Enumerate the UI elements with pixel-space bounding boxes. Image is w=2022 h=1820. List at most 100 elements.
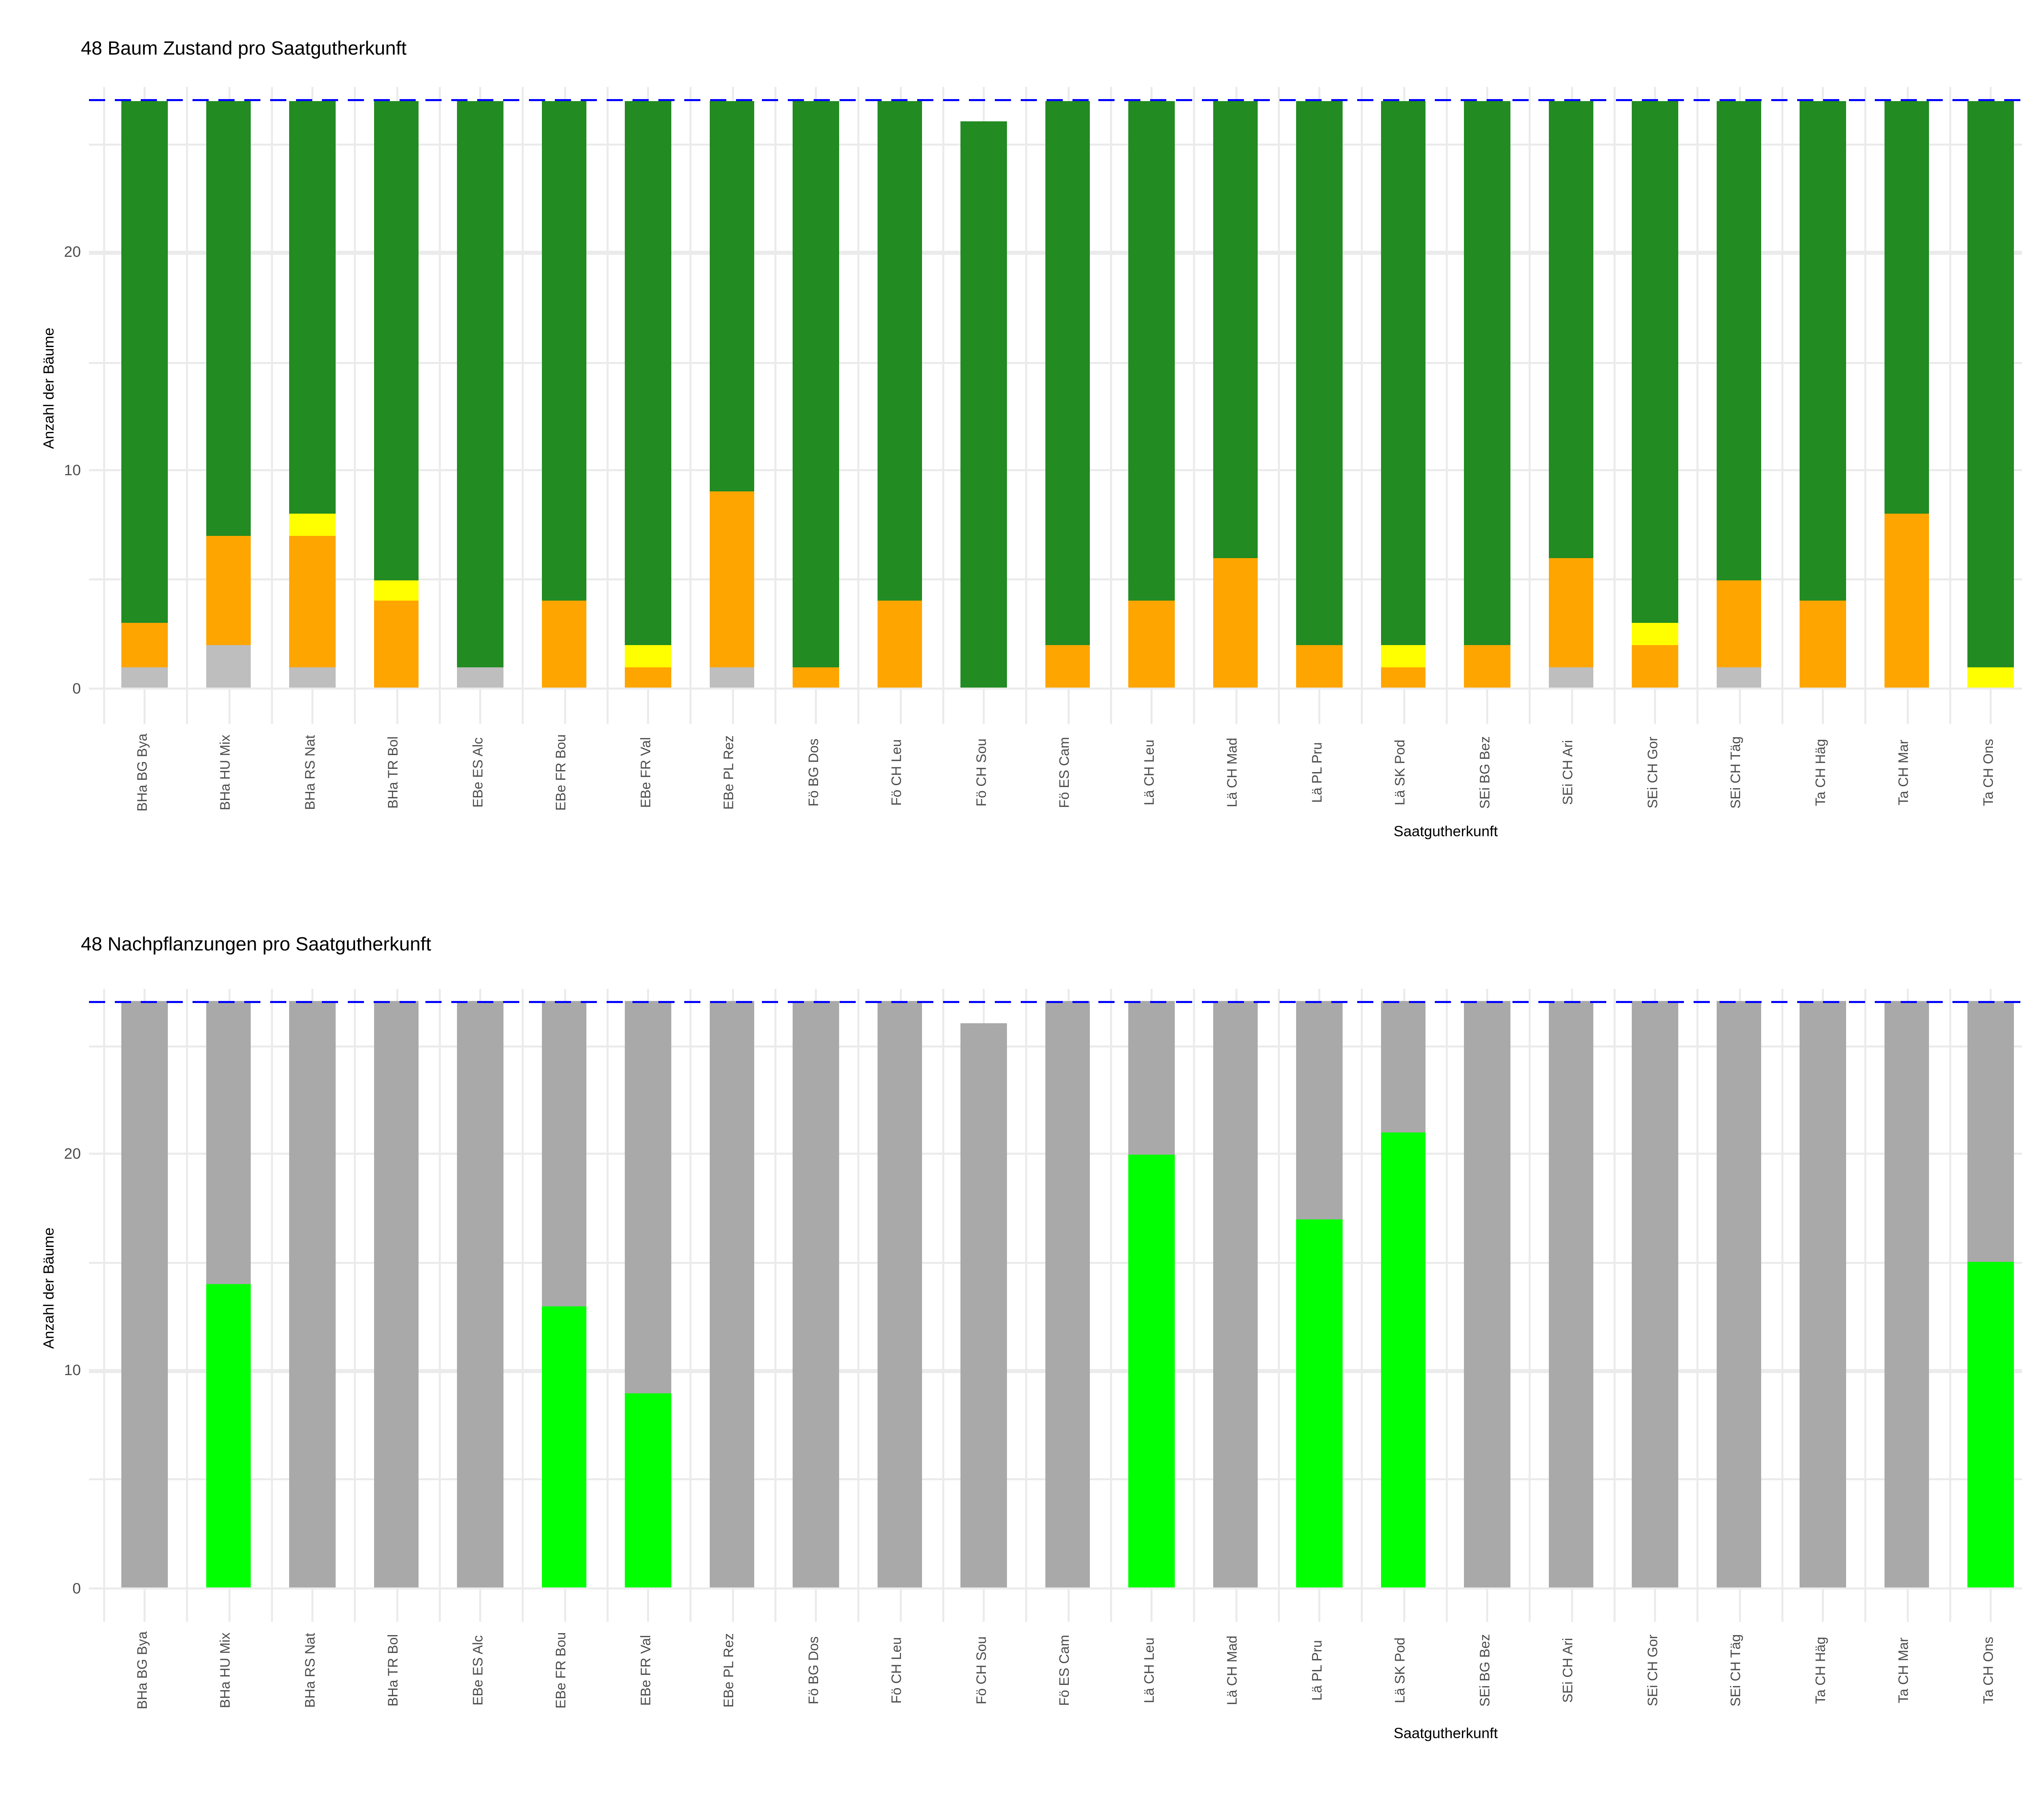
bar-segment-verschwunden <box>290 667 335 688</box>
bar-segment-tot-andere-Ursache <box>541 601 587 688</box>
bar-segment-lebend-kümmernd <box>290 514 335 536</box>
x-minor-gridline <box>1696 989 1698 1622</box>
x-minor-gridline <box>1109 989 1110 1622</box>
x-minor-gridline <box>354 87 355 724</box>
plot-panel <box>89 989 2022 1622</box>
bar-segment-Nachpflanzung <box>1381 1132 1426 1588</box>
bar-segment-tot-andere-Ursache <box>290 536 335 667</box>
x-category-label: BHa HU Mix <box>220 1632 234 1707</box>
x-category-label: Ta CH Ons <box>1982 1636 1996 1703</box>
x-minor-gridline <box>102 87 104 724</box>
x-minor-gridline <box>1696 87 1698 724</box>
x-minor-gridline <box>1529 87 1530 724</box>
x-category-label: EBe PL Rez <box>723 734 738 809</box>
bar-segment-tot-andere-Ursache <box>1548 557 1594 667</box>
x-minor-gridline <box>354 989 355 1622</box>
x-minor-gridline <box>1025 989 1027 1622</box>
x-axis-title: Saatgutherkunft <box>1394 822 1498 840</box>
bar-segment-Nachpflanzung <box>1129 1153 1174 1588</box>
x-category-label: Lä PL Pru <box>1310 1639 1325 1700</box>
bar-segment-Erstpflanzung <box>1716 1002 1762 1588</box>
x-minor-gridline <box>270 989 271 1622</box>
x-minor-gridline <box>186 87 188 724</box>
bar-segment-lebend-normal-vital <box>793 100 839 667</box>
bar-segment-tot-andere-Ursache <box>1045 645 1091 688</box>
x-minor-gridline <box>773 87 775 724</box>
bar-segment-tot-andere-Ursache <box>1381 667 1426 688</box>
x-minor-gridline <box>522 989 523 1622</box>
bar-segment-Erstpflanzung <box>1464 1002 1510 1588</box>
x-minor-gridline <box>1361 989 1362 1622</box>
y-tick-label: 0 <box>72 1579 81 1597</box>
bar-segment-Erstpflanzung <box>1297 1002 1342 1219</box>
bar-segment-verschwunden <box>709 667 755 688</box>
bar-segment-Erstpflanzung <box>877 1002 923 1588</box>
bar-segment-lebend-normal-vital <box>1213 100 1258 558</box>
bar-segment-tot-andere-Ursache <box>625 667 671 688</box>
x-minor-gridline <box>605 87 607 724</box>
bar-segment-Erstpflanzung <box>1548 1002 1594 1588</box>
x-minor-gridline <box>1361 87 1362 724</box>
bar-segment-tot-andere-Ursache <box>1884 514 1930 688</box>
y-major-gridline <box>89 687 2022 690</box>
bar-segment-lebend-normal-vital <box>1381 100 1426 645</box>
x-minor-gridline <box>1780 87 1782 724</box>
x-axis-title: Saatgutherkunft <box>1394 1724 1498 1742</box>
bar-segment-Erstpflanzung <box>374 1002 419 1588</box>
bar-segment-tot-andere-Ursache <box>122 623 167 667</box>
bar-segment-lebend-normal-vital <box>1716 100 1762 580</box>
bar-segment-lebend-normal-vital <box>1548 100 1594 558</box>
y-tick-label: 0 <box>72 679 81 697</box>
x-category-label: Lä CH Mad <box>1227 736 1241 806</box>
bar-segment-tot-andere-Ursache <box>1129 601 1174 688</box>
x-category-label: Fö CH Sou <box>975 1635 989 1704</box>
bar-segment-verschwunden <box>457 667 503 688</box>
x-minor-gridline <box>1864 989 1866 1622</box>
x-minor-gridline <box>857 87 859 724</box>
reference-dashed-line <box>89 99 2022 102</box>
x-minor-gridline <box>773 989 775 1622</box>
bar-segment-Erstpflanzung <box>1213 1002 1258 1588</box>
bar-segment-Erstpflanzung <box>122 1002 167 1588</box>
x-category-label: Ta CH Häg <box>1814 738 1828 805</box>
bar-segment-Nachpflanzung <box>1968 1262 2014 1588</box>
bar-segment-Nachpflanzung <box>1297 1219 1342 1588</box>
bar-segment-tot-andere-Ursache <box>374 601 419 688</box>
x-minor-gridline <box>941 989 943 1622</box>
bar-segment-lebend-normal-vital <box>1297 100 1342 645</box>
x-minor-gridline <box>690 87 691 724</box>
x-minor-gridline <box>1612 87 1614 724</box>
bar-segment-tot-andere-Ursache <box>793 667 839 688</box>
bar-segment-tot-andere-Ursache <box>1297 645 1342 688</box>
x-category-label: BHa BG Bya <box>135 732 150 811</box>
bar-segment-tot-andere-Ursache <box>1213 557 1258 688</box>
bar-segment-Nachpflanzung <box>541 1306 587 1588</box>
x-category-label: Lä SK Pod <box>1394 1636 1409 1702</box>
x-minor-gridline <box>1780 989 1782 1622</box>
x-category-label: EBe FR Val <box>639 736 654 807</box>
x-minor-gridline <box>1445 989 1446 1622</box>
x-category-label: EBe FR Val <box>639 1634 654 1705</box>
bar-segment-lebend-normal-vital <box>1884 100 1930 514</box>
bar-segment-Erstpflanzung <box>793 1002 839 1588</box>
x-category-label: Lä CH Leu <box>1142 1636 1157 1702</box>
bar-segment-lebend-normal-vital <box>457 100 503 667</box>
bar-segment-tot-andere-Ursache <box>877 601 923 688</box>
bar-segment-lebend-normal-vital <box>1632 100 1678 623</box>
x-category-label: Ta CH Ons <box>1982 738 1996 805</box>
y-tick-label: 20 <box>64 243 81 262</box>
bar-segment-lebend-normal-vital <box>1045 100 1091 645</box>
x-category-label: SEi BG Bez <box>1478 1633 1493 1706</box>
bar-segment-Erstpflanzung <box>1968 1002 2014 1263</box>
bar-segment-tot-andere-Ursache <box>709 492 755 667</box>
x-category-label: EBe ES Alc <box>471 736 486 807</box>
bar-segment-Erstpflanzung <box>457 1002 503 1588</box>
x-minor-gridline <box>1445 87 1446 724</box>
bar-segment-Nachpflanzung <box>206 1284 252 1588</box>
x-category-label: SEi CH Täg <box>1730 735 1745 808</box>
y-axis-title: Anzahl der Bäume <box>39 1227 58 1350</box>
bar-segment-Erstpflanzung <box>1884 1002 1930 1588</box>
x-category-label: Lä SK Pod <box>1394 739 1409 804</box>
bar-segment-lebend-normal-vital <box>541 100 587 601</box>
